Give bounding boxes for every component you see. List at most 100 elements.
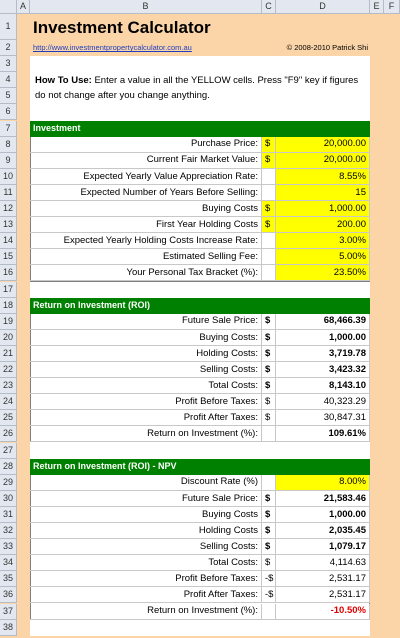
value-cell: -10.50%	[276, 603, 370, 620]
value-cell[interactable]: 200.00	[276, 217, 370, 234]
row-label: Your Personal Tax Bracket (%):	[30, 265, 262, 282]
row-header: 20	[0, 329, 17, 346]
row-header: 13	[0, 217, 17, 234]
row-label: Profit After Taxes:	[30, 410, 262, 427]
row-label: Return on Investment (%):	[30, 426, 262, 443]
value-cell[interactable]: 8.55%	[276, 168, 370, 185]
currency-cell: $	[262, 539, 276, 556]
section-header: Return on Investment (ROI)	[30, 297, 370, 314]
currency-cell[interactable]: $	[262, 152, 276, 169]
value-cell[interactable]: 15	[276, 184, 370, 201]
row-header: 4	[0, 72, 17, 89]
row-label: Total Costs:	[30, 378, 262, 395]
row-label: Buying Costs:	[30, 329, 262, 346]
row-header: 18	[0, 297, 17, 314]
row-label: Buying Costs	[30, 506, 262, 523]
row-header: 14	[0, 233, 17, 250]
row-label: Future Sale Price:	[30, 490, 262, 507]
currency-cell: $	[262, 410, 276, 427]
currency-cell: $	[262, 555, 276, 572]
row-label: Future Sale Price:	[30, 313, 262, 330]
row-label: Selling Costs:	[30, 539, 262, 556]
row-label: Holding Costs	[30, 523, 262, 540]
row-label: Expected Yearly Holding Costs Increase R…	[30, 233, 262, 250]
row-header: 37	[0, 603, 17, 620]
row-label: Selling Costs:	[30, 362, 262, 379]
currency-cell: -$	[262, 571, 276, 588]
value-cell: 21,583.46	[276, 490, 370, 507]
value-cell[interactable]: 5.00%	[276, 249, 370, 266]
row-header: 23	[0, 378, 17, 395]
row-header: 7	[0, 120, 17, 137]
value-cell: 30,847.31	[276, 410, 370, 427]
row-label: Expected Yearly Value Appreciation Rate:	[30, 168, 262, 185]
row-header: 8	[0, 136, 17, 153]
column-header: F	[384, 0, 400, 14]
value-cell: 8,143.10	[276, 378, 370, 395]
currency-cell: $	[262, 523, 276, 540]
currency-cell: -$	[262, 587, 276, 604]
value-cell[interactable]: 8.00%	[276, 474, 370, 491]
column-header: C	[262, 0, 276, 14]
currency-cell: $	[262, 362, 276, 379]
corner-header	[0, 0, 17, 14]
row-header: 2	[0, 40, 17, 57]
row-header: 3	[0, 56, 17, 73]
row-header: 24	[0, 394, 17, 411]
row-header: 15	[0, 249, 17, 266]
row-label: Purchase Price:	[30, 136, 262, 153]
row-label: Holding Costs:	[30, 345, 262, 362]
value-cell: 2,531.17	[276, 587, 370, 604]
currency-cell[interactable]: $	[262, 201, 276, 218]
row-label: Profit Before Taxes:	[30, 571, 262, 588]
empty-cell	[262, 426, 276, 443]
currency-cell: $	[262, 490, 276, 507]
website-link[interactable]: http://www.investmentpropertycalculator.…	[33, 43, 192, 53]
row-header: 19	[0, 313, 17, 330]
row-header: 34	[0, 555, 17, 572]
currency-cell[interactable]: $	[262, 217, 276, 234]
how-to-lead: How To Use:	[35, 75, 92, 87]
empty-cell	[262, 168, 276, 185]
value-cell: 2,531.17	[276, 571, 370, 588]
column-header: B	[30, 0, 262, 14]
column-header: A	[17, 0, 30, 14]
empty-cell	[262, 474, 276, 491]
value-cell: 3,423.32	[276, 362, 370, 379]
row-header: 11	[0, 184, 17, 201]
value-cell[interactable]: 20,000.00	[276, 136, 370, 153]
row-header: 21	[0, 345, 17, 362]
row-header: 26	[0, 426, 17, 443]
section-header: Return on Investment (ROI) - NPV	[30, 458, 370, 475]
value-cell[interactable]: 23.50%	[276, 265, 370, 282]
value-cell: 40,323.29	[276, 394, 370, 411]
row-label: Current Fair Market Value:	[30, 152, 262, 169]
currency-cell: $	[262, 394, 276, 411]
value-cell: 109.61%	[276, 426, 370, 443]
copyright: © 2008-2010 Patrick Shi	[286, 43, 368, 53]
value-cell[interactable]: 3.00%	[276, 233, 370, 250]
row-header: 6	[0, 104, 17, 121]
how-to-body: Enter a value in all the YELLOW cells. P…	[35, 75, 359, 102]
row-header: 30	[0, 490, 17, 507]
row-header: 1	[0, 14, 17, 40]
empty-cell	[262, 603, 276, 620]
row-label: Expected Number of Years Before Selling:	[30, 184, 262, 201]
value-cell[interactable]: 20,000.00	[276, 152, 370, 169]
row-label: Discount Rate (%)	[30, 474, 262, 491]
currency-cell: $	[262, 506, 276, 523]
row-header: 38	[0, 619, 17, 636]
row-header: 32	[0, 523, 17, 540]
row-label: First Year Holding Costs	[30, 217, 262, 234]
value-cell: 3,719.78	[276, 345, 370, 362]
currency-cell[interactable]: $	[262, 136, 276, 153]
value-cell: 1,000.00	[276, 329, 370, 346]
value-cell[interactable]: 1,000.00	[276, 201, 370, 218]
currency-cell: $	[262, 345, 276, 362]
column-header: E	[370, 0, 384, 14]
empty-cell	[262, 265, 276, 282]
row-header: 9	[0, 152, 17, 169]
column-header: D	[276, 0, 370, 14]
empty-cell	[262, 233, 276, 250]
